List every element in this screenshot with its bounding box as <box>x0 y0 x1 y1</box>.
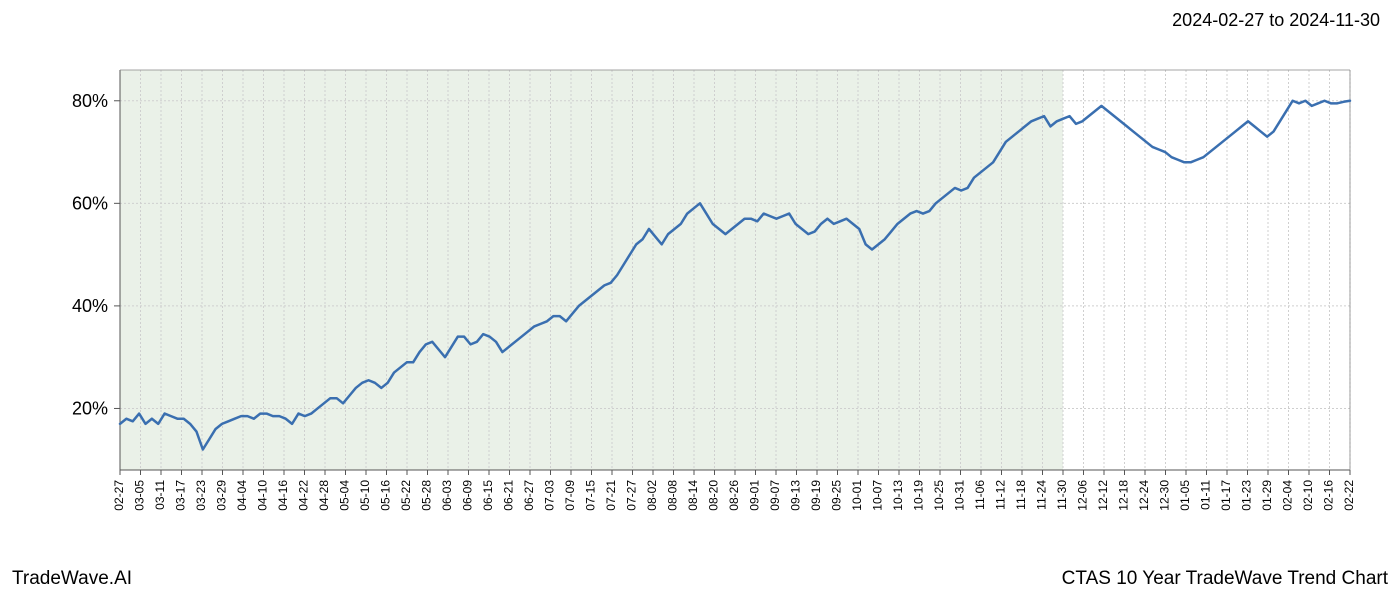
svg-text:08-02: 08-02 <box>645 480 659 511</box>
svg-text:03-11: 03-11 <box>153 480 167 510</box>
svg-text:06-27: 06-27 <box>522 480 536 511</box>
svg-text:07-21: 07-21 <box>604 480 618 511</box>
svg-text:08-26: 08-26 <box>727 480 741 511</box>
svg-text:01-17: 01-17 <box>1219 480 1233 511</box>
svg-text:10-13: 10-13 <box>891 480 905 511</box>
svg-text:01-23: 01-23 <box>1240 480 1254 511</box>
svg-text:01-11: 01-11 <box>1199 480 1213 510</box>
svg-text:05-04: 05-04 <box>338 480 352 511</box>
svg-text:03-05: 03-05 <box>133 480 147 511</box>
svg-text:06-09: 06-09 <box>461 480 475 511</box>
svg-text:07-09: 07-09 <box>563 480 577 511</box>
svg-text:05-10: 05-10 <box>358 480 372 511</box>
svg-text:05-16: 05-16 <box>379 480 393 511</box>
svg-text:08-14: 08-14 <box>686 480 700 511</box>
svg-text:01-05: 01-05 <box>1178 480 1192 511</box>
svg-text:02-04: 02-04 <box>1281 480 1295 511</box>
svg-text:02-22: 02-22 <box>1342 480 1356 511</box>
svg-text:10-25: 10-25 <box>932 480 946 511</box>
svg-text:11-12: 11-12 <box>994 480 1008 510</box>
date-range: 2024-02-27 to 2024-11-30 <box>1172 10 1380 31</box>
svg-text:10-31: 10-31 <box>953 480 967 511</box>
svg-text:12-18: 12-18 <box>1117 480 1131 511</box>
svg-text:06-21: 06-21 <box>502 480 516 511</box>
trend-chart: 20% 40% 60% 80% 02-27 03-05 03-11 03-17 03-23 03-… <box>20 60 1380 540</box>
svg-text:60%: 60% <box>72 193 108 213</box>
svg-text:03-29: 03-29 <box>215 480 229 511</box>
svg-text:12-12: 12-12 <box>1096 480 1110 511</box>
svg-text:12-24: 12-24 <box>1137 480 1151 511</box>
svg-text:04-16: 04-16 <box>276 480 290 511</box>
svg-text:01-29: 01-29 <box>1260 480 1274 511</box>
svg-text:09-13: 09-13 <box>789 480 803 511</box>
svg-text:80%: 80% <box>72 91 108 111</box>
svg-text:09-25: 09-25 <box>830 480 844 511</box>
svg-text:07-27: 07-27 <box>625 480 639 511</box>
svg-text:02-27: 02-27 <box>112 480 126 511</box>
svg-text:12-06: 12-06 <box>1076 480 1090 511</box>
svg-text:10-19: 10-19 <box>912 480 926 511</box>
svg-text:40%: 40% <box>72 296 108 316</box>
svg-text:02-16: 02-16 <box>1322 480 1336 511</box>
svg-text:04-28: 04-28 <box>317 480 331 511</box>
svg-text:07-15: 07-15 <box>584 480 598 511</box>
svg-text:07-03: 07-03 <box>543 480 557 511</box>
svg-text:09-01: 09-01 <box>748 480 762 511</box>
svg-text:04-10: 04-10 <box>256 480 270 511</box>
svg-text:09-07: 09-07 <box>768 480 782 511</box>
svg-text:11-30: 11-30 <box>1055 480 1069 510</box>
svg-text:06-03: 06-03 <box>440 480 454 511</box>
svg-text:11-18: 11-18 <box>1014 480 1028 510</box>
svg-text:04-22: 04-22 <box>297 480 311 511</box>
chart-container: 20% 40% 60% 80% 02-27 03-05 03-11 03-17 03-23 03-… <box>20 60 1380 540</box>
svg-text:20%: 20% <box>72 398 108 418</box>
svg-text:10-01: 10-01 <box>850 480 864 511</box>
svg-text:11-24: 11-24 <box>1035 480 1049 510</box>
svg-text:12-30: 12-30 <box>1158 480 1172 511</box>
svg-text:08-20: 08-20 <box>707 480 721 511</box>
chart-caption: CTAS 10 Year TradeWave Trend Chart <box>1062 568 1388 590</box>
svg-text:10-07: 10-07 <box>871 480 885 511</box>
svg-text:05-28: 05-28 <box>420 480 434 511</box>
brand-label: TradeWave.AI <box>12 568 132 590</box>
svg-text:03-17: 03-17 <box>174 480 188 511</box>
svg-text:04-04: 04-04 <box>235 480 249 511</box>
svg-text:05-22: 05-22 <box>399 480 413 511</box>
svg-text:08-08: 08-08 <box>666 480 680 511</box>
svg-text:03-23: 03-23 <box>194 480 208 511</box>
svg-text:02-10: 02-10 <box>1301 480 1315 511</box>
svg-text:09-19: 09-19 <box>809 480 823 511</box>
svg-text:11-06: 11-06 <box>973 480 987 510</box>
svg-text:06-15: 06-15 <box>481 480 495 511</box>
